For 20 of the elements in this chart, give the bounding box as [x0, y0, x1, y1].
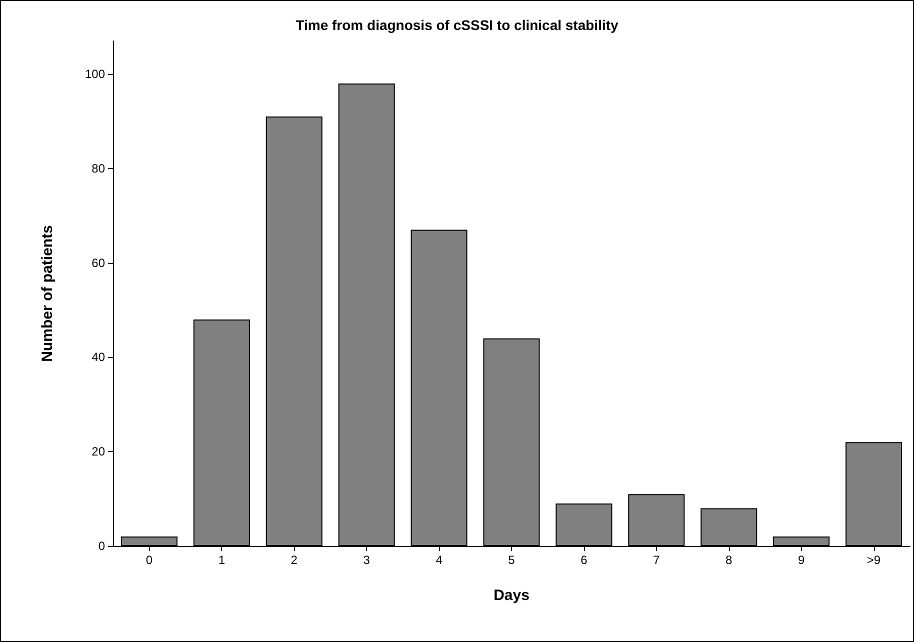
x-tick-label: 8: [726, 553, 733, 567]
y-tick-label: 100: [84, 67, 106, 82]
x-tick-label: 5: [508, 553, 516, 567]
x-tick-label: 6: [580, 553, 588, 567]
y-tick-label: 80: [92, 161, 106, 176]
x-tick-label: 2: [290, 553, 298, 567]
x-axis-title: Days: [494, 587, 530, 604]
chart-title: Time from diagnosis of cSSSI to clinical stability: [296, 17, 619, 33]
y-tick-label: 20: [92, 444, 106, 459]
y-tick-label: 40: [92, 350, 106, 364]
x-tick-label: 3: [363, 553, 370, 567]
y-tick-label: 0: [98, 539, 106, 553]
y-axis-title: Number of patients: [39, 225, 56, 362]
x-tick-label: >9: [866, 553, 881, 567]
x-tick-label: 0: [146, 553, 153, 567]
x-tick-label: 7: [653, 553, 660, 567]
y-tick-label: 60: [92, 256, 106, 270]
x-tick-label: 9: [798, 553, 805, 567]
x-tick-label: 4: [436, 553, 443, 567]
x-tick-label: 1: [218, 553, 226, 567]
